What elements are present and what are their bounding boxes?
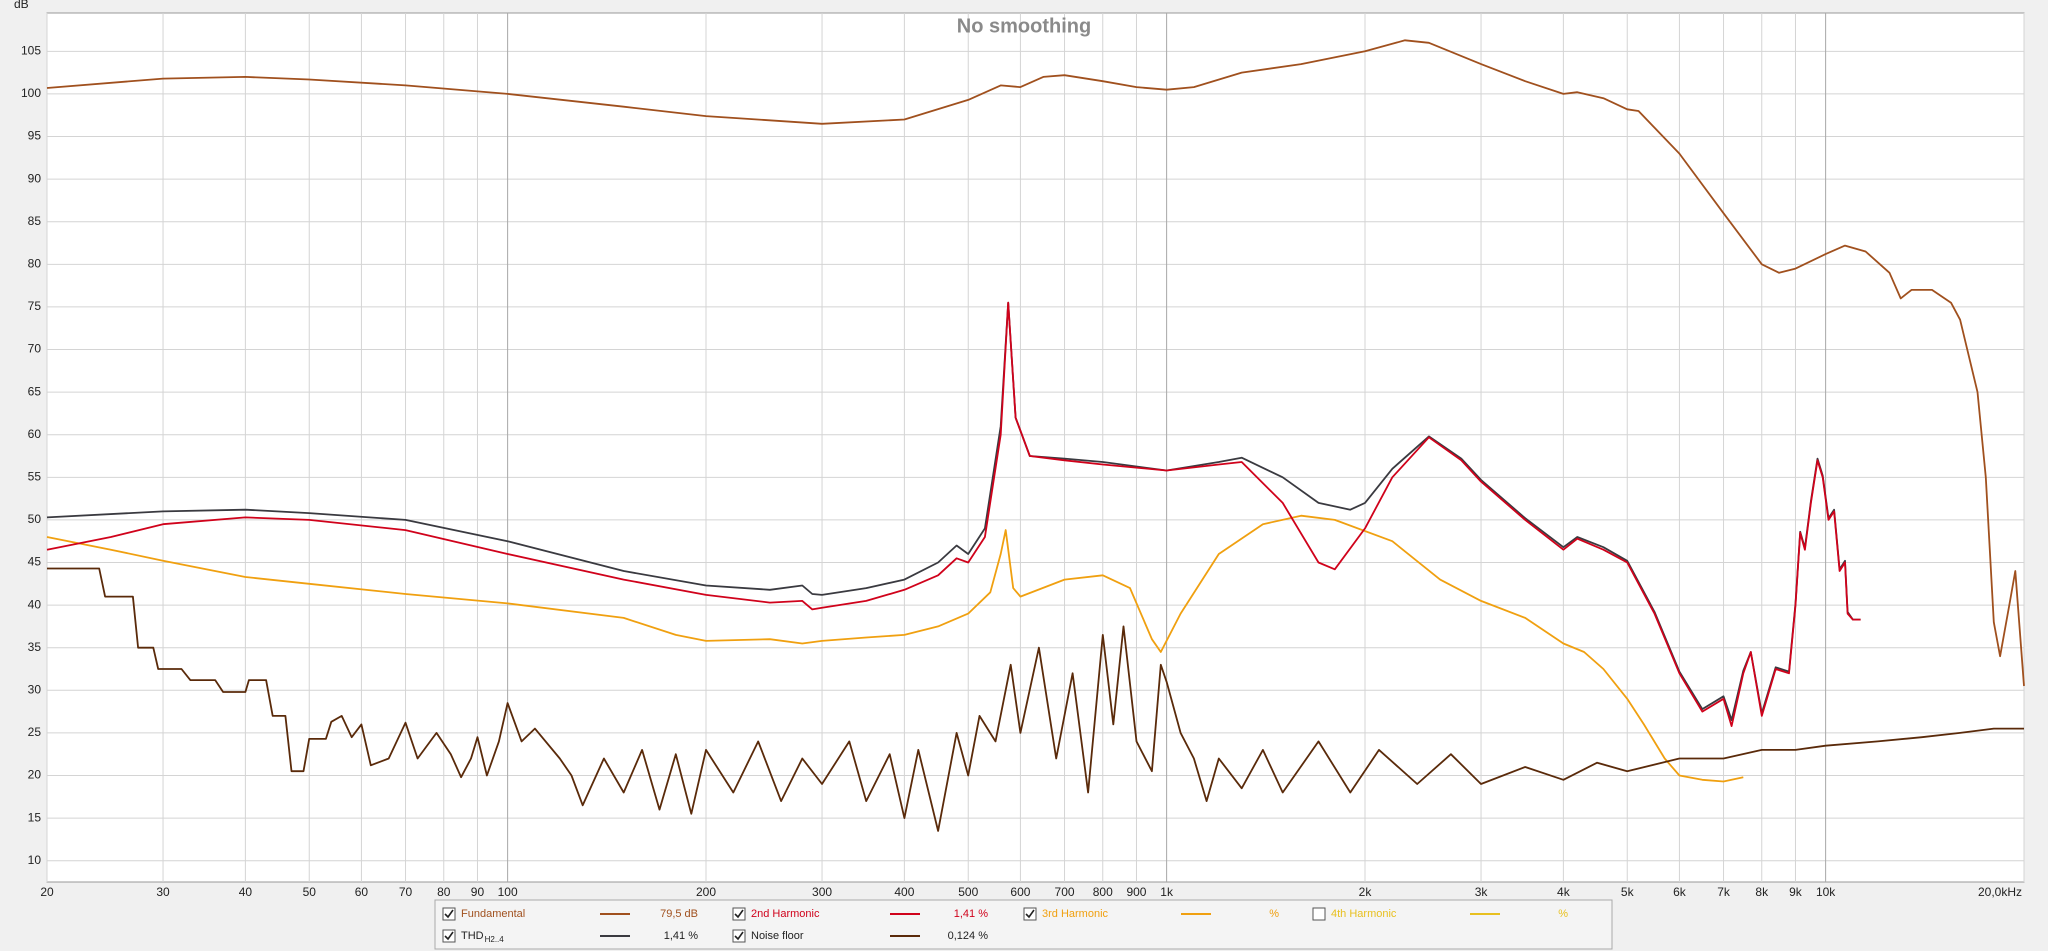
legend-reading: 79,5 dB (660, 908, 698, 920)
checkmark (734, 931, 744, 941)
y-tick-label: 95 (28, 129, 42, 143)
legend-reading: % (1269, 908, 1279, 920)
series-line (47, 567, 2024, 832)
x-tick-label: 4k (1557, 885, 1571, 899)
y-tick-label: 100 (21, 86, 41, 100)
chart-title: No smoothing (957, 15, 1091, 37)
x-tick-label: 8k (1755, 885, 1769, 899)
x-tick-label: 80 (437, 885, 451, 899)
legend-label: 4th Harmonic (1331, 908, 1397, 920)
legend-label: 2nd Harmonic (751, 908, 820, 920)
x-tick-label: 700 (1055, 885, 1075, 899)
y-tick-label: 15 (28, 810, 42, 824)
legend-label: Fundamental (461, 908, 525, 920)
y-tick-label: 60 (28, 427, 42, 441)
x-tick-label: 3k (1475, 885, 1489, 899)
x-tick-label: 300 (812, 885, 832, 899)
y-tick-label: 65 (28, 384, 42, 398)
y-tick-label: 35 (28, 640, 42, 654)
checkmark (444, 931, 454, 941)
checkmark (734, 909, 744, 919)
x-tick-label: 10k (1816, 885, 1836, 899)
y-axis-label: dB (14, 0, 29, 11)
x-tick-label: 6k (1673, 885, 1687, 899)
y-tick-label: 50 (28, 512, 42, 526)
y-tick-label: 75 (28, 299, 42, 313)
x-tick-label: 1k (1160, 885, 1174, 899)
checkbox[interactable] (732, 907, 746, 921)
x-tick-label: 30 (156, 885, 170, 899)
legend-reading: 0,124 % (948, 930, 989, 942)
checkmark (1025, 909, 1035, 919)
x-tick-label: 5k (1621, 885, 1635, 899)
series-line (46, 514, 1744, 783)
x-tick-label: 70 (399, 885, 413, 899)
x-tick-label: 900 (1126, 885, 1146, 899)
legend-label: Noise floor (751, 930, 804, 942)
x-tick-label: 20,0kHz (1978, 885, 2022, 899)
x-tick-label: 500 (958, 885, 978, 899)
x-tick-label: 2k (1359, 885, 1373, 899)
x-tick-label: 9k (1789, 885, 1803, 899)
y-tick-label: 45 (28, 555, 42, 569)
legend (434, 899, 1613, 950)
x-tick-label: 800 (1093, 885, 1113, 899)
y-tick-label: 20 (28, 768, 42, 782)
x-tick-label: 100 (498, 885, 518, 899)
x-tick-label: 90 (471, 885, 485, 899)
legend-label-sub: H2..4 (485, 935, 505, 944)
legend-label: 3rd Harmonic (1042, 908, 1109, 920)
y-tick-label: 80 (28, 257, 42, 271)
x-tick-label: 600 (1010, 885, 1030, 899)
y-tick-label: 90 (28, 171, 42, 185)
x-tick-label: 7k (1717, 885, 1731, 899)
series-line (46, 39, 2025, 687)
checkbox[interactable] (732, 929, 746, 943)
checkmark (444, 909, 454, 919)
y-tick-label: 25 (28, 725, 42, 739)
x-tick-label: 200 (696, 885, 716, 899)
y-tick-label: 105 (21, 44, 41, 58)
legend-label: THD (461, 930, 484, 942)
y-tick-label: 70 (28, 342, 42, 356)
x-tick-label: 40 (239, 885, 253, 899)
checkbox[interactable] (442, 907, 456, 921)
x-tick-label: 50 (303, 885, 317, 899)
x-tick-label: 20 (40, 885, 54, 899)
checkbox[interactable] (1312, 907, 1326, 921)
legend-reading: 1,41 % (954, 908, 988, 920)
y-tick-label: 30 (28, 682, 42, 696)
y-tick-label: 85 (28, 214, 42, 228)
x-tick-label: 400 (894, 885, 914, 899)
y-tick-label: 40 (28, 597, 42, 611)
y-tick-label: 55 (28, 469, 42, 483)
x-tick-label: 60 (355, 885, 369, 899)
y-tick-label: 10 (28, 853, 42, 867)
legend-reading: % (1558, 908, 1568, 920)
series-line (46, 301, 1861, 727)
plot-area (46, 12, 2025, 883)
checkbox[interactable] (442, 929, 456, 943)
checkbox[interactable] (1023, 907, 1037, 921)
legend-reading: 1,41 % (664, 930, 698, 942)
